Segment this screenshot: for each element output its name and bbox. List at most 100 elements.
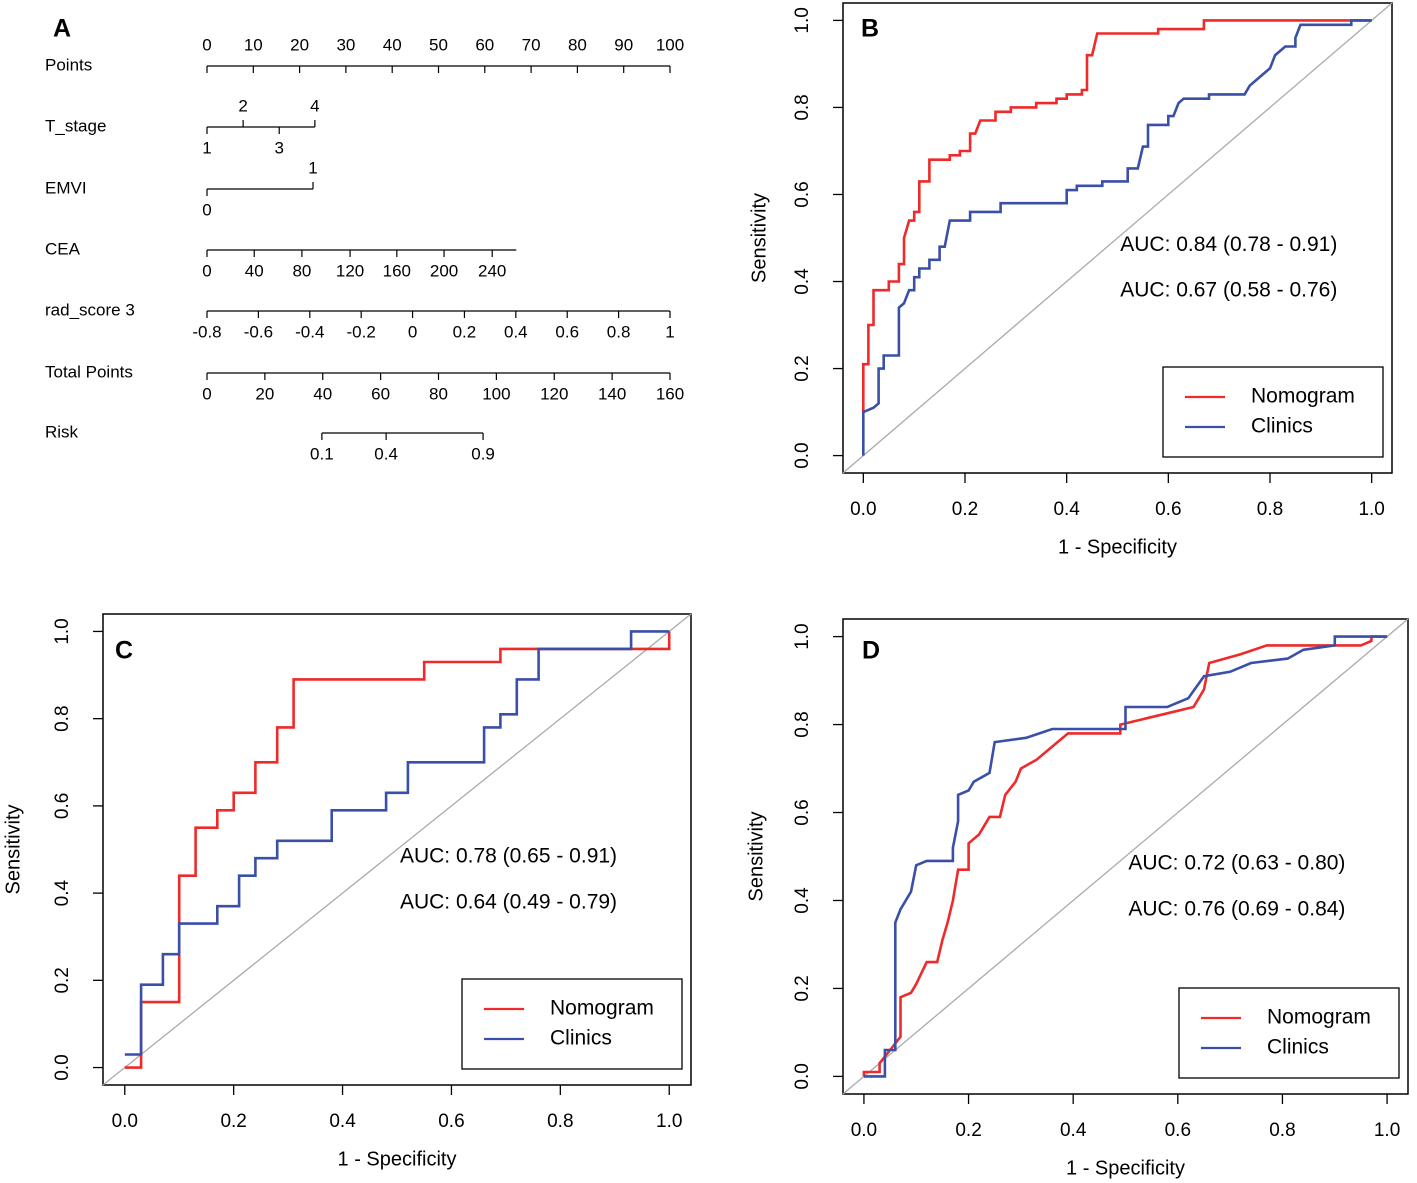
row-tick-label: 60 — [371, 384, 390, 403]
row-tick-label: 0 — [202, 261, 211, 280]
row-tick-label: 1 — [308, 158, 317, 177]
x-axis-label: 1 - Specificity — [1058, 536, 1177, 558]
x-tick-label: 0.4 — [1053, 499, 1080, 520]
row-tick-label: 80 — [568, 35, 587, 54]
x-tick-label: 0.8 — [1269, 1120, 1295, 1141]
panel-label: C — [115, 637, 133, 665]
y-tick-label: 0.2 — [792, 355, 813, 381]
reference-diagonal — [842, 618, 1409, 1095]
row-tick-label: 120 — [540, 384, 568, 403]
row-tick-label: 30 — [336, 35, 355, 54]
row-tick-label: 240 — [478, 261, 506, 280]
row-tick-label: 2 — [238, 96, 247, 115]
row-tick-label: 0 — [202, 35, 211, 54]
x-tick-label: 0.0 — [112, 1111, 138, 1132]
legend-box — [1178, 987, 1400, 1079]
row-tick-label: 1 — [665, 322, 674, 341]
row-tick-label: -0.6 — [244, 322, 273, 341]
row-tick-label: 0.4 — [374, 444, 398, 463]
auc-annotation: AUC: 0.72 (0.63 - 0.80) — [1128, 852, 1345, 875]
plot-frame — [102, 613, 692, 1086]
row-tick-label: -0.2 — [347, 322, 376, 341]
x-tick-label: 0.4 — [329, 1111, 356, 1132]
row-tick-label: 60 — [475, 35, 494, 54]
y-tick-label: 0.2 — [792, 975, 813, 1001]
y-tick-label: 0.0 — [52, 1054, 73, 1080]
x-tick-label: 0.6 — [438, 1111, 464, 1132]
row-label: rad_score 3 — [45, 300, 135, 319]
row-tick-label: 40 — [383, 35, 402, 54]
row-tick-label: 0.1 — [310, 444, 334, 463]
x-tick-label: 0.8 — [1257, 499, 1283, 520]
row-tick-label: 100 — [482, 384, 510, 403]
y-tick-label: 0.6 — [52, 793, 73, 819]
row-tick-label: 0.2 — [453, 322, 477, 341]
roc-curve — [862, 19, 1372, 413]
auc-annotation: AUC: 0.76 (0.69 - 0.84) — [1128, 898, 1345, 921]
y-axis-label: Sensitivity — [748, 193, 770, 283]
roc-curve — [124, 630, 670, 1056]
row-tick-label: -0.8 — [192, 322, 221, 341]
row-tick-label: 0.6 — [555, 322, 579, 341]
y-tick-label: 1.0 — [792, 7, 813, 33]
y-tick-label: 1.0 — [792, 623, 813, 649]
plot-frame — [842, 618, 1409, 1095]
legend-label: Nomogram — [550, 997, 654, 1020]
y-tick-label: 0.4 — [52, 879, 73, 906]
x-tick-label: 0.2 — [220, 1111, 246, 1132]
auc-annotation: AUC: 0.78 (0.65 - 0.91) — [400, 845, 617, 868]
row-tick-label: 140 — [598, 384, 626, 403]
y-tick-label: 0.8 — [792, 94, 813, 120]
x-axis-label: 1 - Specificity — [338, 1148, 457, 1170]
legend-label: Clinics — [1251, 415, 1313, 438]
row-tick-label: 0 — [408, 322, 417, 341]
y-tick-label: 0.0 — [792, 1063, 813, 1089]
legend-box — [461, 978, 683, 1070]
row-tick-label: 20 — [255, 384, 274, 403]
auc-annotation: AUC: 0.84 (0.78 - 0.91) — [1120, 233, 1337, 256]
y-tick-label: 0.0 — [792, 442, 813, 468]
y-tick-label: 0.6 — [792, 181, 813, 207]
row-tick-label: 40 — [313, 384, 332, 403]
row-tick-label: 0.9 — [471, 444, 495, 463]
row-tick-label: 0 — [202, 384, 211, 403]
row-label: Total Points — [45, 362, 133, 381]
y-tick-label: 0.4 — [792, 887, 813, 914]
y-tick-label: 0.2 — [52, 967, 73, 993]
roc-curve — [124, 631, 671, 1069]
y-axis-label: Sensitivity — [2, 804, 24, 894]
row-tick-label: 0.4 — [504, 322, 528, 341]
legend-label: Clinics — [1267, 1036, 1329, 1059]
x-tick-label: 1.0 — [1358, 499, 1384, 520]
row-tick-label: 100 — [656, 35, 684, 54]
row-tick-label: 70 — [522, 35, 541, 54]
x-tick-label: 1.0 — [1374, 1120, 1400, 1141]
roc-curve — [862, 19, 1372, 456]
roc-curve — [862, 635, 1388, 1077]
row-tick-label: 3 — [274, 138, 283, 157]
row-tick-label: 20 — [290, 35, 309, 54]
row-tick-label: 40 — [245, 261, 264, 280]
panel-label: B — [861, 15, 879, 43]
row-label: CEA — [45, 239, 81, 258]
row-tick-label: 90 — [614, 35, 633, 54]
row-tick-label: 80 — [429, 384, 448, 403]
row-label: EMVI — [45, 178, 87, 197]
row-tick-label: 4 — [310, 96, 319, 115]
y-tick-label: 0.8 — [792, 711, 813, 737]
x-tick-label: 0.2 — [955, 1120, 981, 1141]
legend-label: Nomogram — [1251, 385, 1355, 408]
row-tick-label: 10 — [244, 35, 263, 54]
row-tick-label: 200 — [430, 261, 458, 280]
x-tick-label: 0.0 — [850, 499, 876, 520]
row-tick-label: 160 — [656, 384, 684, 403]
y-tick-label: 0.8 — [52, 705, 73, 731]
row-tick-label: 160 — [383, 261, 411, 280]
x-tick-label: 0.2 — [952, 499, 978, 520]
x-tick-label: 0.8 — [547, 1111, 573, 1132]
legend-label: Clinics — [550, 1027, 612, 1050]
x-tick-label: 0.6 — [1155, 499, 1181, 520]
panel-label: A — [53, 15, 71, 43]
auc-annotation: AUC: 0.67 (0.58 - 0.76) — [1120, 279, 1337, 302]
x-axis-label: 1 - Specificity — [1066, 1157, 1185, 1179]
